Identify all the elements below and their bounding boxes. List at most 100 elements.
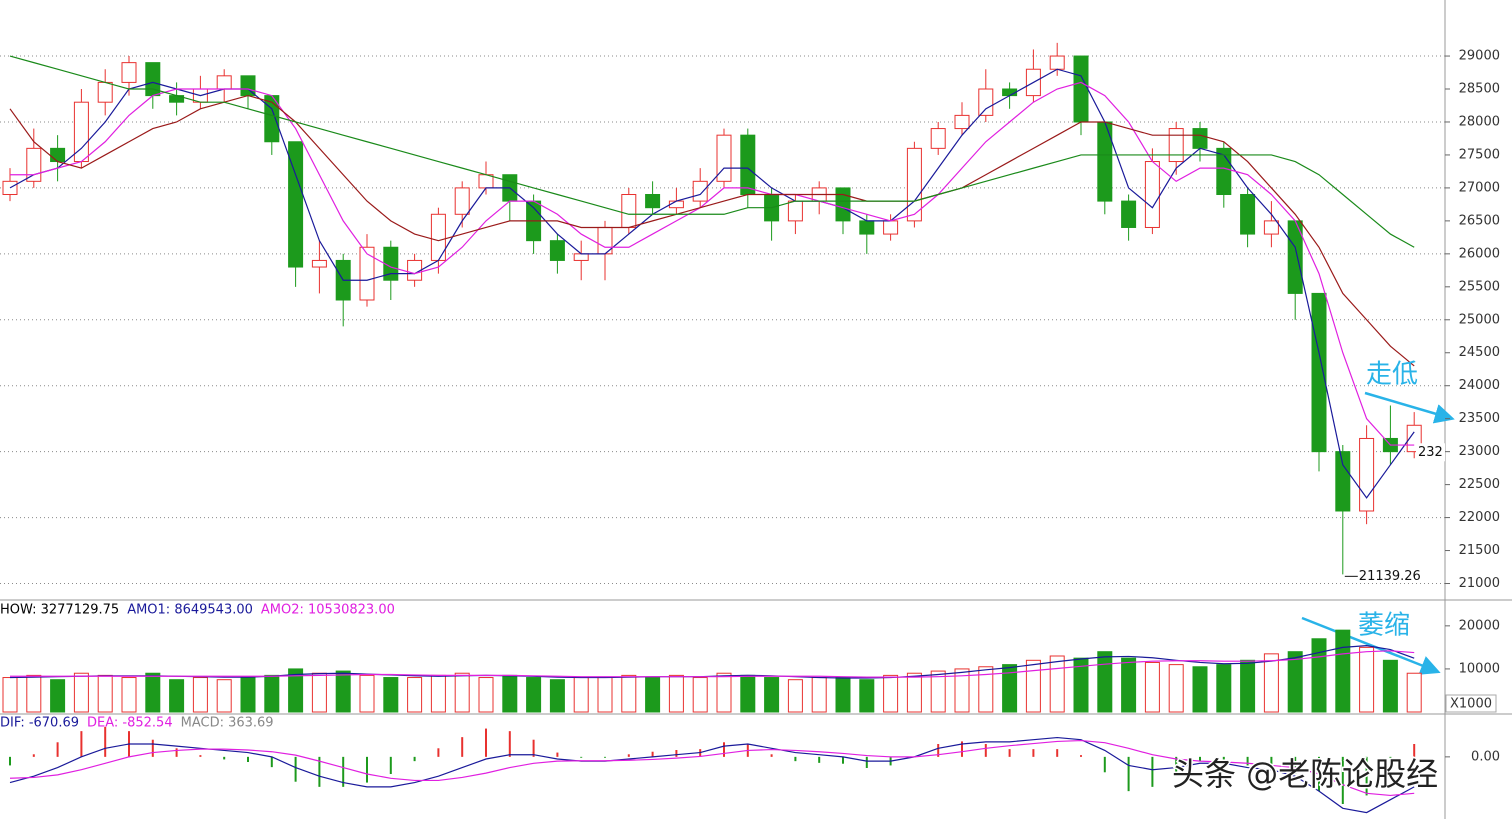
candle-body	[454, 187, 470, 215]
volume-bar	[1002, 664, 1018, 713]
y-tick-label: 22000	[1459, 510, 1500, 525]
volume-bar	[764, 677, 780, 713]
volume-bar	[73, 672, 89, 713]
volume-bar	[145, 672, 161, 713]
candle-body	[1192, 128, 1208, 149]
candle-body	[97, 81, 113, 103]
annotation: 萎缩	[1358, 611, 1410, 641]
low-label: 21139.26	[1359, 569, 1421, 584]
volume-bar	[121, 677, 137, 713]
indicator-label: AMO2: 10530823.00	[261, 603, 395, 618]
volume-bar	[811, 677, 827, 713]
volume-bar	[1025, 659, 1041, 713]
volume-bar	[192, 677, 208, 713]
y-tick-label: 10000	[1459, 661, 1500, 676]
y-tick-label: 29000	[1459, 49, 1500, 64]
candle-body	[716, 134, 732, 182]
candle-body	[859, 220, 875, 235]
candle-body	[121, 62, 137, 83]
volume-bar	[573, 677, 589, 713]
y-tick-label: 0.00	[1471, 749, 1500, 764]
volume-bar	[1240, 659, 1256, 713]
volume-bar	[621, 674, 637, 713]
candle-body	[311, 259, 327, 268]
volume-bar	[1263, 653, 1279, 713]
volume-bar	[787, 679, 803, 713]
candle-body	[978, 88, 994, 116]
volume-bar	[383, 677, 399, 713]
volume-bar	[1192, 666, 1208, 713]
volume-bar	[216, 679, 232, 713]
volume-bar	[954, 668, 970, 713]
volume-bar	[502, 674, 518, 713]
candle-body	[1168, 128, 1184, 163]
volume-bar	[549, 679, 565, 713]
candle-body	[1121, 200, 1137, 228]
candle-body	[1359, 437, 1375, 512]
candle-body	[835, 187, 851, 222]
volume-bar	[1144, 661, 1160, 713]
volume-bar	[264, 674, 280, 713]
volume-bar	[740, 674, 756, 713]
line-series	[10, 81, 1415, 446]
volume-bar	[50, 679, 66, 713]
y-tick-label: 21000	[1459, 576, 1500, 591]
y-tick-label: 28000	[1459, 114, 1500, 129]
volume-bar	[169, 679, 185, 713]
candle-body	[1335, 451, 1351, 512]
volume-bar	[1287, 651, 1303, 713]
candle-body	[621, 194, 637, 228]
volume-bar	[454, 672, 470, 713]
indicator-label: AMO1: 8649543.00	[127, 603, 253, 618]
indicator-label: DEA: -852.54	[87, 716, 173, 731]
volume-bar	[430, 674, 446, 713]
line-series	[9, 739, 1415, 797]
volume-bar	[1168, 664, 1184, 713]
candle-body	[740, 134, 756, 196]
y-tick-label: 24500	[1459, 345, 1500, 360]
volume-bar	[835, 677, 851, 713]
volume-bar	[1335, 629, 1351, 713]
line-series	[10, 650, 1415, 678]
candle-body	[1240, 194, 1256, 235]
y-tick-label: 26000	[1459, 246, 1500, 261]
volume-bar	[1382, 659, 1398, 713]
y-tick-label: 23000	[1459, 444, 1500, 459]
volume-bar	[906, 672, 922, 713]
volume-bar	[1311, 638, 1327, 713]
volume-bar	[2, 677, 18, 713]
y-tick-label: 24000	[1459, 378, 1500, 393]
volume-bar	[645, 677, 661, 713]
candle-body	[1144, 161, 1160, 228]
volume-bar	[526, 677, 542, 713]
candle-body	[1263, 220, 1279, 235]
volume-bar	[26, 674, 42, 713]
volume-bar	[716, 672, 732, 713]
trend-arrow	[1364, 391, 1455, 424]
candle-body	[883, 220, 899, 235]
volume-bar	[1073, 657, 1089, 713]
y-tick-label: 25500	[1459, 279, 1500, 294]
unit-label: X1000	[1450, 697, 1492, 712]
line-series	[9, 55, 1415, 248]
y-tick-label: 26500	[1459, 213, 1500, 228]
line-series	[9, 94, 1415, 367]
y-tick-label: 20000	[1459, 618, 1500, 633]
candle-body	[692, 180, 708, 202]
indicator-label: HOW: 3277129.75	[0, 603, 119, 618]
candle-body	[50, 147, 66, 163]
candle-body	[645, 194, 661, 209]
volume-bar	[359, 674, 375, 713]
annotation: 走低	[1366, 360, 1418, 390]
volume-bar	[859, 679, 875, 713]
candle-body	[930, 128, 946, 149]
unit-box	[1445, 694, 1497, 713]
y-tick-label: 22500	[1459, 477, 1500, 492]
candle-body	[359, 246, 375, 301]
candle-body	[1311, 292, 1327, 453]
candle-body	[906, 147, 922, 222]
volume-bar	[668, 674, 684, 713]
candle-body	[1049, 55, 1065, 70]
volume-bar	[692, 677, 708, 713]
